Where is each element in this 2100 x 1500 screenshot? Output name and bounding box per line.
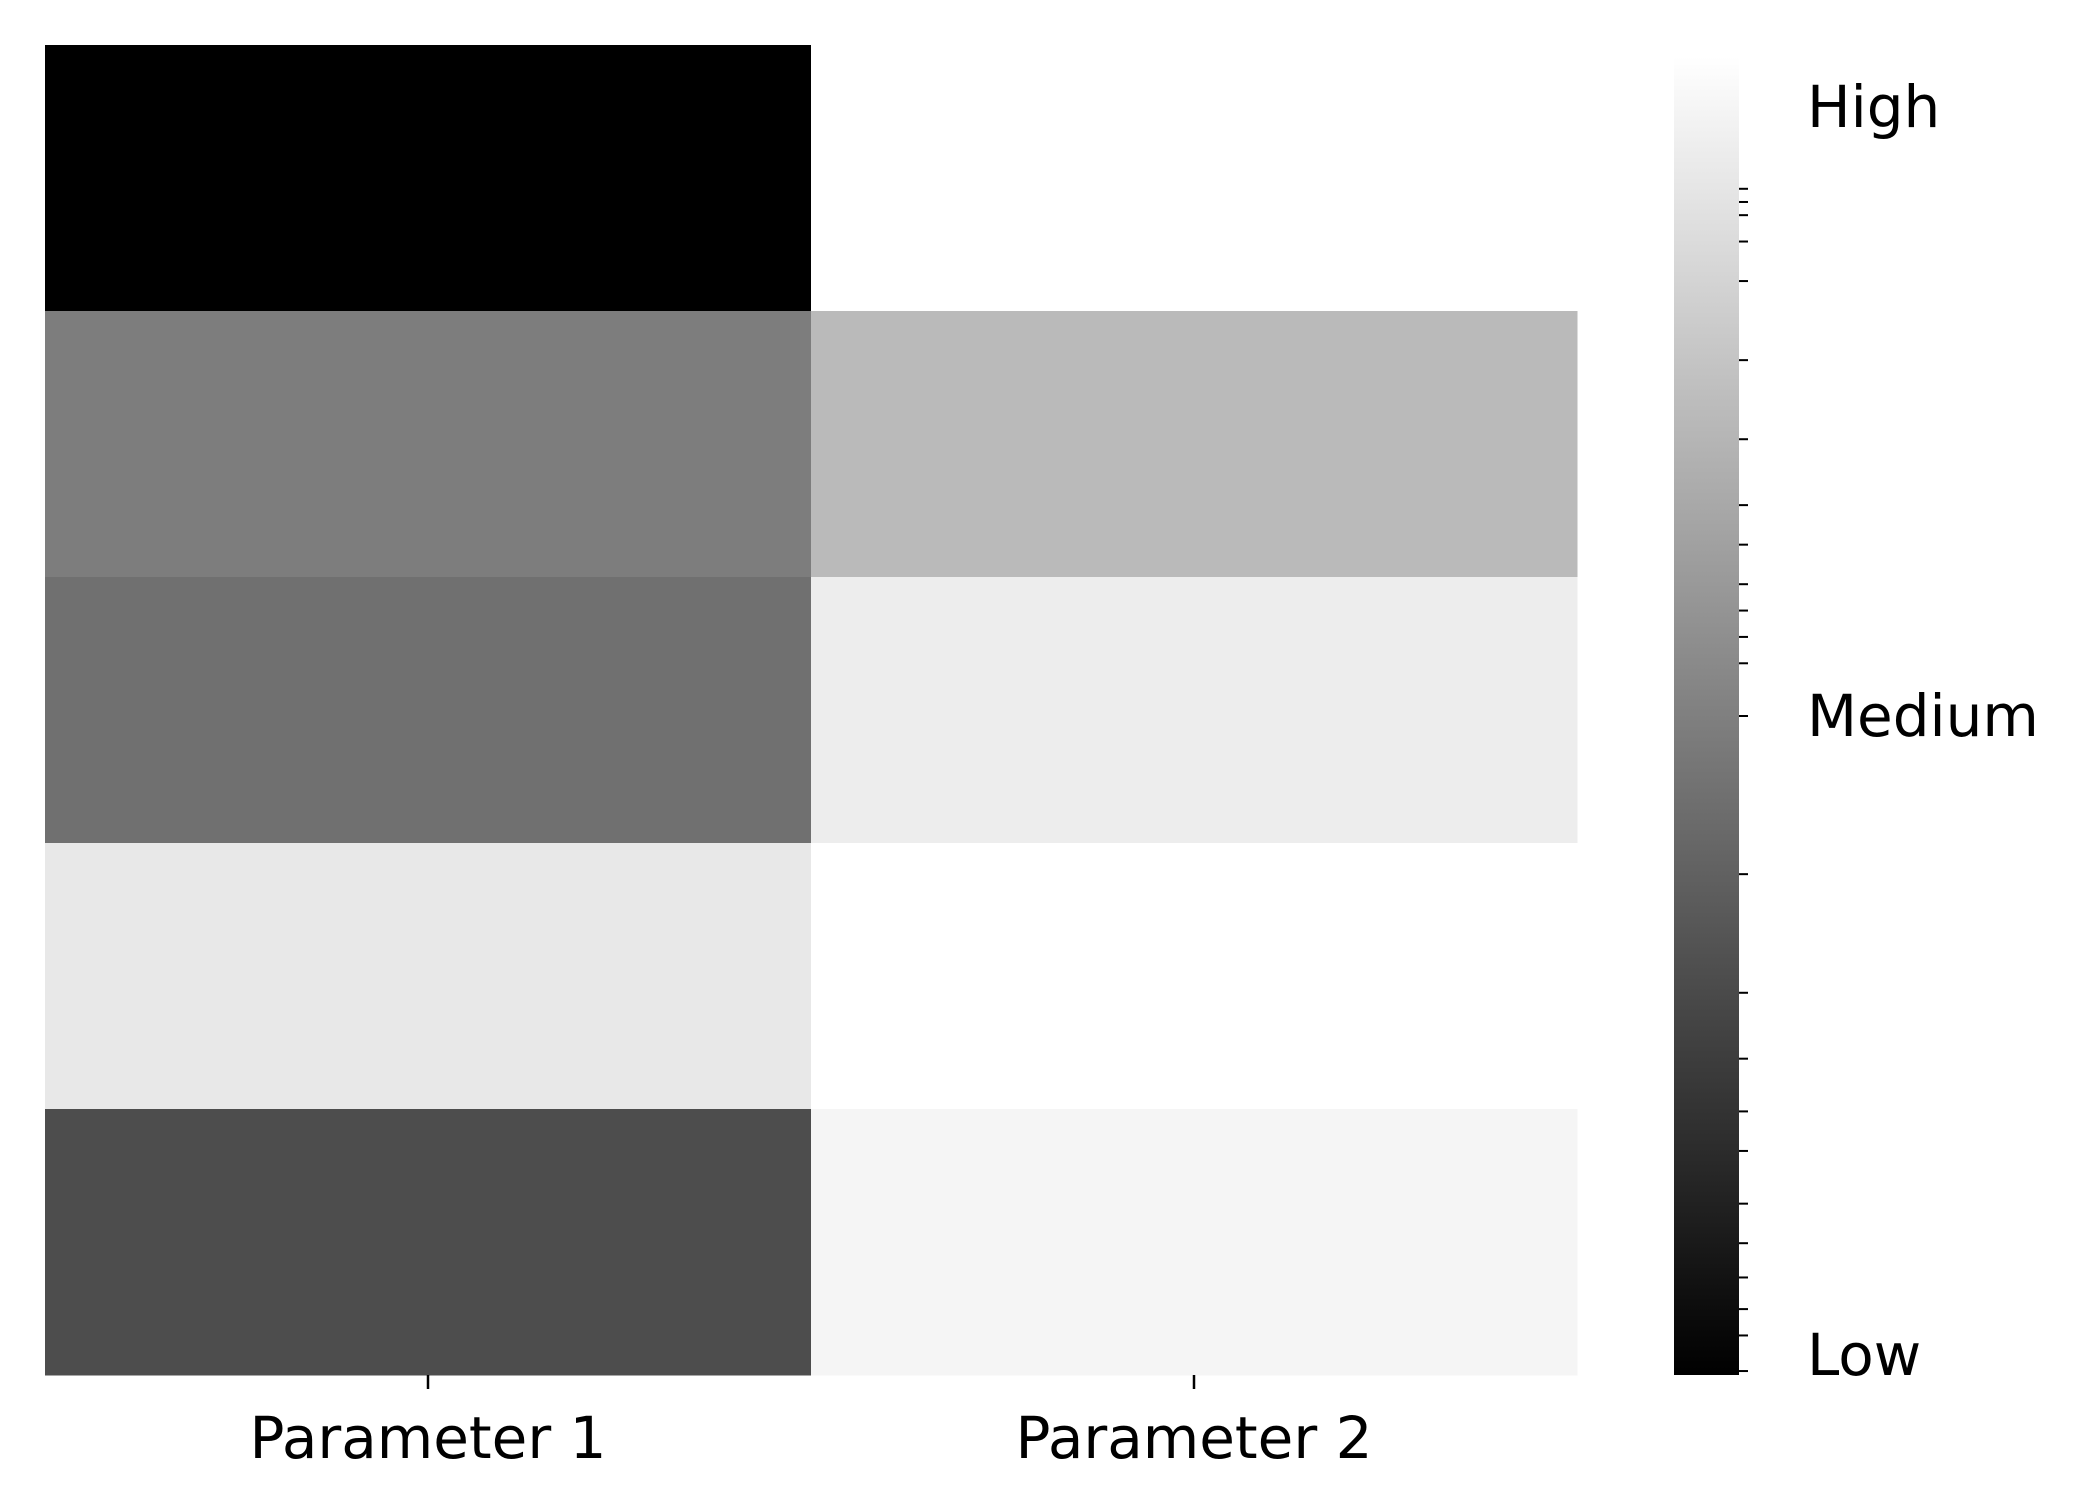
x-axis: Parameter 1 Parameter 2 <box>249 1375 1373 1472</box>
heatmap-cell-r4-c2 <box>811 843 1578 1110</box>
colorbar-label-high: High <box>1807 73 1940 141</box>
colorbar-gradient <box>1674 57 1739 1375</box>
heatmap-cell-r2-c1 <box>45 311 812 578</box>
x-tick-label-parameter-2: Parameter 2 <box>1015 1404 1372 1472</box>
colorbar-label-medium: Medium <box>1807 682 2039 750</box>
heatmap-cell-r1-c1 <box>45 45 812 312</box>
colorbar: Low Medium High <box>1674 57 2039 1389</box>
heatmap-cell-r3-c2 <box>811 577 1578 844</box>
heatmap-cell-r3-c1 <box>45 577 812 844</box>
heatmap-cell-r2-c2 <box>811 311 1578 578</box>
heatmap-cell-r5-c2 <box>811 1109 1578 1376</box>
heatmap-cells <box>45 45 1578 1376</box>
heatmap-cell-r5-c1 <box>45 1109 812 1376</box>
heatmap-cell-r4-c1 <box>45 843 812 1110</box>
colorbar-label-low: Low <box>1807 1321 1921 1389</box>
heatmap-cell-r1-c2 <box>811 45 1578 312</box>
x-tick-label-parameter-1: Parameter 1 <box>249 1404 606 1472</box>
colorbar-minor-ticks <box>1739 187 1748 1373</box>
